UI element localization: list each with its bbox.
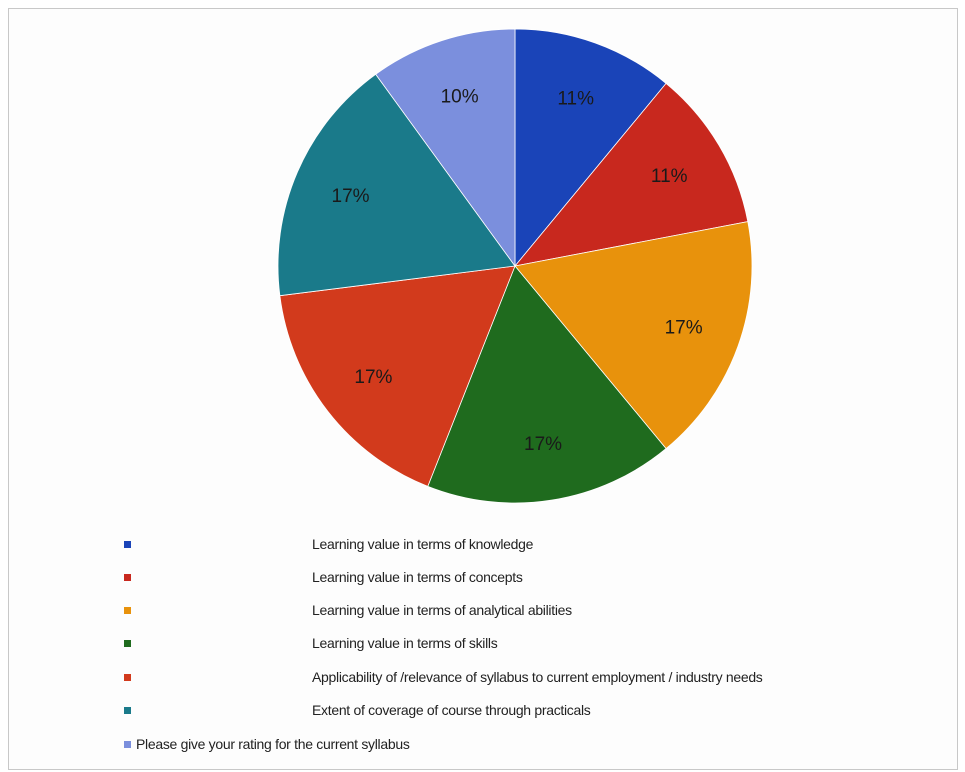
legend-label: Extent of coverage of course through pra… bbox=[312, 702, 591, 718]
pie-slice bbox=[513, 82, 749, 267]
slice-percent-label: 11% bbox=[651, 166, 688, 187]
legend-label: Learning value in terms of knowledge bbox=[312, 536, 534, 552]
slice-percent-label: 17% bbox=[332, 186, 370, 207]
pie-slice bbox=[514, 221, 753, 450]
pie-slice bbox=[514, 28, 667, 268]
pie-slice bbox=[277, 73, 516, 297]
pie-slice bbox=[375, 28, 516, 268]
legend-label: Learning value in terms of analytical ab… bbox=[312, 602, 572, 618]
legend-swatch-concepts bbox=[124, 573, 131, 581]
legend-label: Applicability of /relevance of syllabus … bbox=[312, 669, 763, 685]
slice-percent-label: 10% bbox=[441, 87, 479, 108]
legend-label: Learning value in terms of skills bbox=[312, 635, 498, 651]
slice-percent-label: 17% bbox=[665, 318, 703, 339]
legend-swatch-skills bbox=[124, 639, 131, 647]
slice-percent-label: 11% bbox=[557, 88, 594, 109]
legend-label: Please give your rating for the current … bbox=[136, 736, 410, 752]
legend-swatch-analytical bbox=[124, 606, 131, 614]
pie-slice bbox=[427, 265, 667, 504]
legend-swatch-practicals bbox=[124, 706, 131, 714]
slice-percent-label: 17% bbox=[354, 367, 392, 388]
legend-swatch-rating bbox=[124, 740, 131, 748]
legend-label: Learning value in terms of concepts bbox=[312, 569, 523, 585]
pie-slice bbox=[279, 265, 516, 487]
slice-percent-label: 17% bbox=[524, 434, 562, 455]
legend-swatch-knowledge bbox=[124, 540, 131, 548]
legend-swatch-applicability bbox=[124, 673, 131, 681]
